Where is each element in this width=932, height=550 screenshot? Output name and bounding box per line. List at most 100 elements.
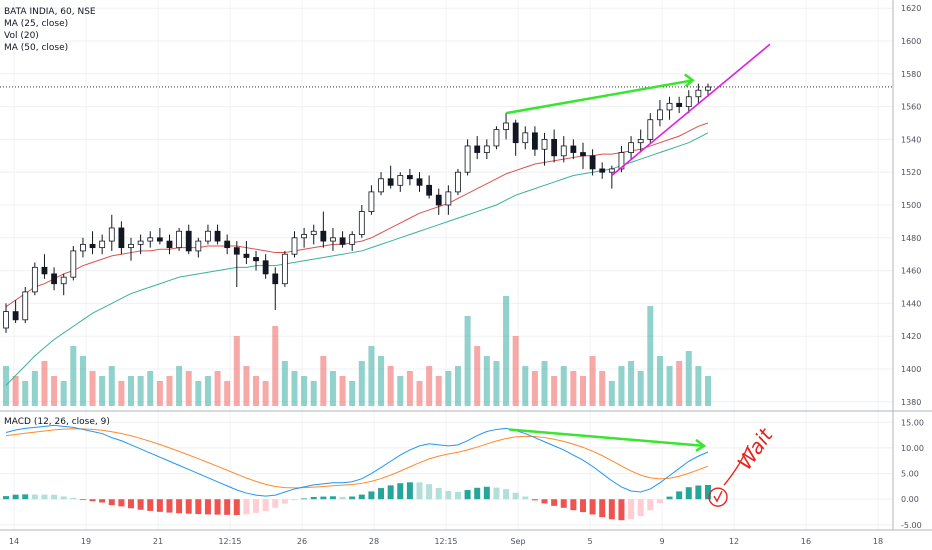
candle[interactable] <box>455 168 461 196</box>
legend-macd[interactable]: MACD (12, 26, close, 9) <box>4 417 110 427</box>
candle[interactable] <box>580 142 586 169</box>
legend-ma50[interactable]: MA (50, close) <box>4 43 69 53</box>
candle[interactable] <box>253 250 259 271</box>
volume-bar <box>147 371 154 406</box>
candle[interactable] <box>291 231 298 258</box>
candle[interactable] <box>589 149 596 176</box>
candle[interactable] <box>685 90 692 114</box>
candle[interactable] <box>666 96 673 120</box>
legend-ma25[interactable]: MA (25, close) <box>4 19 69 29</box>
candle[interactable] <box>70 246 77 281</box>
candle[interactable] <box>474 136 481 160</box>
candle[interactable] <box>320 211 327 248</box>
candle-body <box>253 257 259 262</box>
candle[interactable] <box>426 175 433 199</box>
candle[interactable] <box>483 139 490 160</box>
legend-volume[interactable]: Vol (20) <box>4 31 39 41</box>
candle[interactable] <box>3 303 9 333</box>
candle[interactable] <box>262 254 269 279</box>
candle-body <box>108 227 115 242</box>
candle[interactable] <box>387 165 394 189</box>
candlesticks[interactable] <box>3 83 711 333</box>
candle[interactable] <box>368 185 375 215</box>
candle[interactable] <box>137 234 144 255</box>
candle[interactable] <box>166 234 173 255</box>
candle[interactable] <box>397 172 404 192</box>
candle-body <box>195 240 202 252</box>
candle-body <box>176 230 182 249</box>
legend-symbol[interactable]: BATA INDIA, 60, NSE <box>4 7 96 17</box>
candle-body <box>281 253 288 285</box>
candle[interactable] <box>108 214 115 251</box>
candle[interactable] <box>349 231 356 251</box>
macd-histogram-bar <box>99 499 106 503</box>
candle[interactable] <box>176 227 182 251</box>
candle[interactable] <box>156 227 163 245</box>
candle[interactable] <box>599 162 606 179</box>
volume-bar <box>512 336 519 406</box>
candle[interactable] <box>330 227 336 251</box>
candle[interactable] <box>493 126 500 150</box>
candle-body <box>349 234 356 245</box>
candle[interactable] <box>22 287 29 324</box>
candle[interactable] <box>445 185 452 215</box>
candle[interactable] <box>310 224 317 245</box>
candle[interactable] <box>406 168 413 186</box>
candle[interactable] <box>358 205 365 238</box>
candle[interactable] <box>695 83 702 104</box>
candle[interactable] <box>51 267 57 291</box>
candle[interactable] <box>503 113 509 140</box>
candle[interactable] <box>185 224 192 255</box>
candle-body <box>560 145 567 157</box>
candle[interactable] <box>464 139 471 176</box>
candle[interactable] <box>272 267 279 310</box>
candle[interactable] <box>378 172 384 196</box>
candle[interactable] <box>89 231 96 255</box>
candle[interactable] <box>560 136 567 163</box>
candle-body <box>580 152 586 157</box>
candle[interactable] <box>41 254 48 279</box>
candle[interactable] <box>147 231 154 248</box>
candle[interactable] <box>339 231 346 248</box>
candle[interactable] <box>60 273 67 296</box>
candle[interactable] <box>99 234 106 255</box>
candle[interactable] <box>205 224 211 245</box>
candle-body <box>397 175 404 186</box>
candle[interactable] <box>31 262 38 296</box>
candle[interactable] <box>416 172 423 192</box>
candle[interactable] <box>435 188 442 215</box>
candle[interactable] <box>657 100 663 127</box>
candle[interactable] <box>608 165 615 189</box>
candle-body <box>378 178 384 193</box>
candle[interactable] <box>233 241 240 287</box>
candle[interactable] <box>224 234 231 255</box>
candle[interactable] <box>637 129 644 153</box>
candle[interactable] <box>647 113 654 143</box>
macd-histogram-bar <box>445 491 452 500</box>
candle[interactable] <box>628 136 634 160</box>
candle[interactable] <box>676 96 683 114</box>
candle[interactable] <box>195 237 202 258</box>
candle[interactable] <box>118 221 125 255</box>
candle[interactable] <box>570 139 577 160</box>
candle[interactable] <box>281 250 288 287</box>
macd-histogram-bar <box>599 499 606 518</box>
candle[interactable] <box>214 224 221 245</box>
macd-histogram-bar <box>435 487 442 500</box>
signal-line <box>5 428 709 489</box>
candle[interactable] <box>128 237 134 261</box>
candle[interactable] <box>80 237 86 258</box>
candle-body <box>503 122 509 130</box>
candle[interactable] <box>551 129 558 163</box>
candle[interactable] <box>301 227 308 248</box>
macd-tick-label: 10.00 <box>901 444 924 453</box>
candle-body <box>51 273 57 285</box>
macd-lines <box>5 424 709 497</box>
candle[interactable] <box>532 126 538 156</box>
candle[interactable] <box>512 119 519 156</box>
candle[interactable] <box>12 300 19 324</box>
candle[interactable] <box>522 126 529 150</box>
candle[interactable] <box>541 132 548 166</box>
candle[interactable] <box>243 241 250 265</box>
